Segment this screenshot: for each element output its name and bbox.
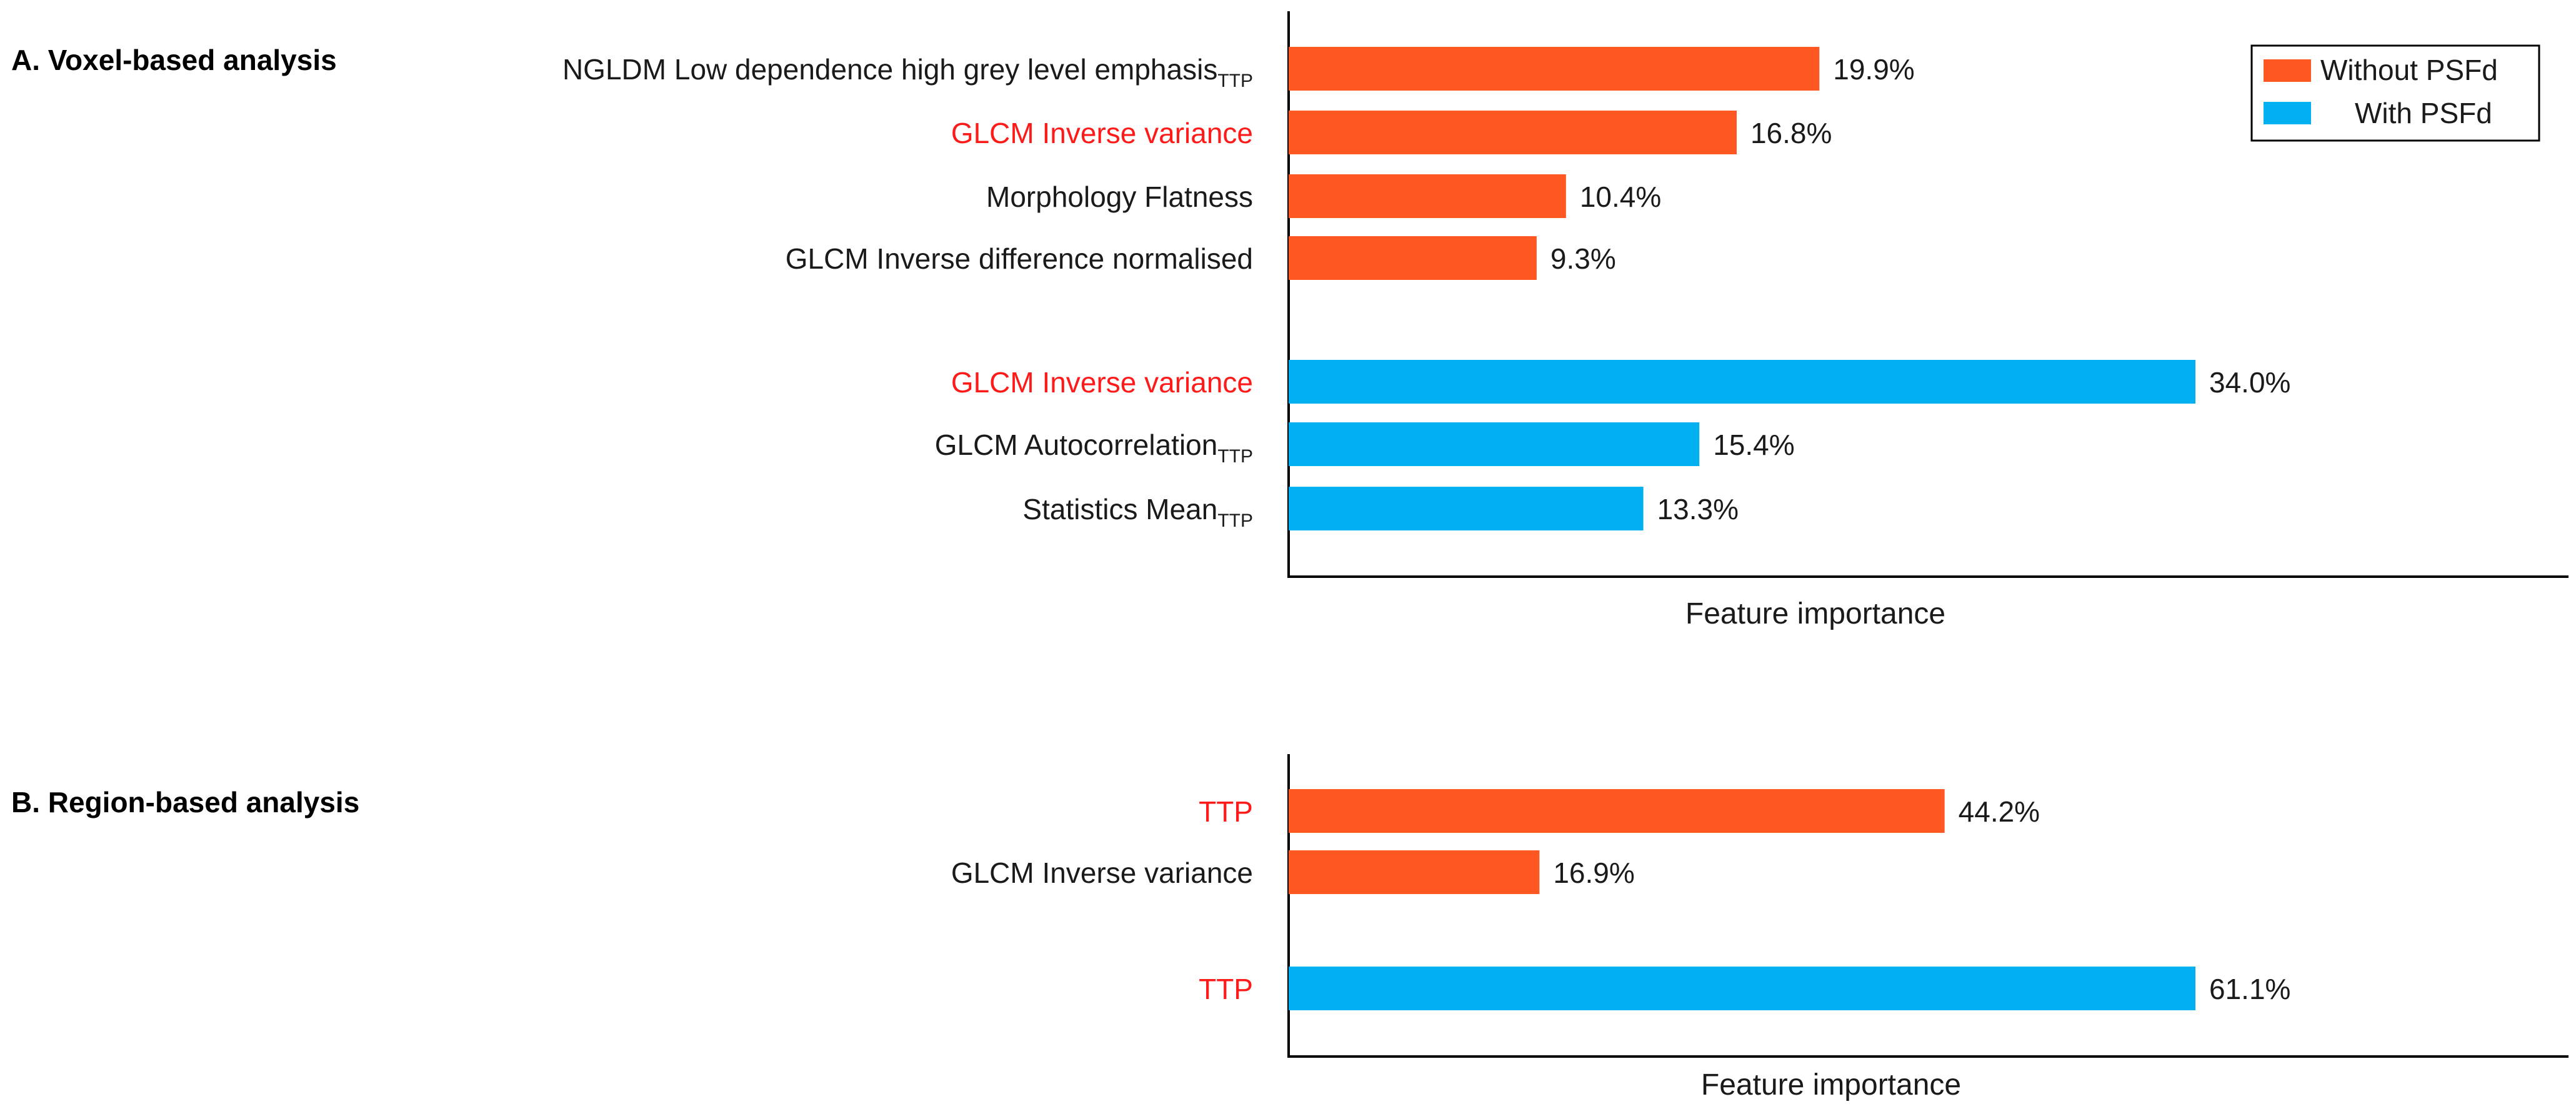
category-label-panel-a-with-psfd-2: GLCM AutocorrelationTTP (935, 429, 1253, 467)
bar-panel-a-without-psfd-2 (1289, 111, 1737, 154)
value-label-panel-b-without-psfd-1: 44.2% (1959, 795, 2040, 828)
legend-label-with-psfd: With PSFd (2355, 97, 2492, 129)
category-label-panel-a-without-psfd-3: Morphology Flatness (986, 181, 1253, 213)
category-label-panel-a-without-psfd-4: GLCM Inverse difference normalised (786, 242, 1253, 275)
value-label-panel-a-without-psfd-2: 16.8% (1750, 117, 1832, 149)
category-label-text: GLCM Inverse variance (951, 857, 1253, 889)
panel-a-title: A. Voxel-based analysis (11, 44, 337, 76)
category-label-text: NGLDM Low dependence high grey level emp… (562, 53, 1217, 86)
panel-b-bars: 44.2% TTP 16.9% GLCM Inverse variance 61.1% T… (951, 789, 2290, 1010)
category-label-text: TTP (1199, 973, 1253, 1005)
category-label-panel-a-with-psfd-3: Statistics MeanTTP (1022, 493, 1253, 531)
legend-label-without-psfd: Without PSFd (2320, 54, 2498, 86)
panel-voxel-based: A. Voxel-based analysis Feature importan… (11, 11, 2569, 630)
bar-panel-a-with-psfd-2 (1289, 422, 1700, 466)
category-label-panel-a-with-psfd-1: GLCM Inverse variance (951, 366, 1253, 399)
bar-panel-a-without-psfd-3 (1289, 174, 1566, 218)
category-label-text: Morphology Flatness (986, 181, 1253, 213)
bar-panel-a-without-psfd-4 (1289, 236, 1537, 280)
value-label-panel-a-without-psfd-3: 10.4% (1580, 181, 1661, 213)
panel-b-x-label: Feature importance (1701, 1068, 1961, 1102)
legend: Without PSFd With PSFd (2250, 44, 2540, 142)
category-label-panel-b-without-psfd-2: GLCM Inverse variance (951, 857, 1253, 889)
value-label-panel-a-with-psfd-2: 15.4% (1713, 429, 1794, 461)
bar-panel-a-without-psfd-1 (1289, 47, 1820, 91)
value-label-panel-b-without-psfd-2: 16.9% (1553, 857, 1634, 889)
bar-panel-b-without-psfd-2 (1289, 850, 1540, 894)
bar-panel-b-without-psfd-1 (1289, 789, 1945, 833)
panel-region-based: B. Region-based analysis Feature importa… (11, 754, 2569, 1102)
category-label-text: Statistics Mean (1022, 493, 1217, 525)
panel-a-x-label: Feature importance (1685, 597, 1945, 630)
category-label-panel-b-without-psfd-1: TTP (1199, 795, 1253, 828)
value-label-panel-a-without-psfd-1: 19.9% (1833, 53, 1914, 86)
category-label-text: GLCM Autocorrelation (935, 429, 1218, 461)
category-label-text: GLCM Inverse variance (951, 117, 1253, 149)
category-label-subscript: TTP (1217, 510, 1253, 531)
bar-panel-a-with-psfd-3 (1289, 487, 1644, 530)
category-label-text: GLCM Inverse difference normalised (786, 242, 1253, 275)
category-label-text: TTP (1199, 795, 1253, 828)
value-label-panel-b-with-psfd-1: 61.1% (2209, 973, 2290, 1005)
bar-panel-b-with-psfd-1 (1289, 967, 2195, 1010)
category-label-panel-a-without-psfd-2: GLCM Inverse variance (951, 117, 1253, 149)
category-label-subscript: TTP (1217, 71, 1253, 91)
legend-swatch-without-psfd (2264, 59, 2311, 82)
category-label-panel-b-with-psfd-1: TTP (1199, 973, 1253, 1005)
bar-panel-a-with-psfd-1 (1289, 360, 2195, 404)
panel-b-title: B. Region-based analysis (11, 786, 359, 818)
category-label-panel-a-without-psfd-1: NGLDM Low dependence high grey level emp… (562, 53, 1253, 91)
panel-a-bars: 19.9% NGLDM Low dependence high grey leve… (562, 47, 2290, 531)
category-label-text: GLCM Inverse variance (951, 366, 1253, 399)
value-label-panel-a-with-psfd-1: 34.0% (2209, 366, 2290, 399)
value-label-panel-a-without-psfd-4: 9.3% (1550, 242, 1616, 275)
category-label-subscript: TTP (1217, 446, 1253, 467)
legend-swatch-with-psfd (2264, 102, 2311, 124)
value-label-panel-a-with-psfd-3: 13.3% (1657, 493, 1739, 525)
